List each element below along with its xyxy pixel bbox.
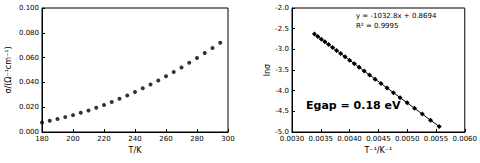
svg-text:R² = 0.9995: R² = 0.9995 (356, 22, 398, 30)
svg-text:0.0055: 0.0055 (424, 135, 449, 143)
svg-text:0.080: 0.080 (19, 29, 39, 37)
svg-text:0.0030: 0.0030 (280, 135, 305, 143)
svg-text:-2.0: -2.0 (275, 4, 289, 12)
svg-text:-4.5: -4.5 (275, 107, 289, 115)
svg-text:200: 200 (66, 135, 79, 143)
svg-text:300: 300 (221, 135, 234, 143)
svg-text:-2.5: -2.5 (275, 25, 289, 33)
svg-text:T/K: T/K (128, 146, 143, 155)
svg-text:0.0060: 0.0060 (453, 135, 478, 143)
svg-text:0.0050: 0.0050 (395, 135, 420, 143)
svg-text:-5.0: -5.0 (275, 128, 289, 136)
svg-text:0.060: 0.060 (19, 54, 39, 62)
svg-text:280: 280 (190, 135, 203, 143)
svg-text:T⁻¹/K⁻¹: T⁻¹/K⁻¹ (364, 146, 393, 155)
svg-text:0.100: 0.100 (19, 4, 39, 12)
svg-text:-3.0: -3.0 (275, 45, 289, 53)
svg-text:lnσ: lnσ (263, 64, 272, 76)
svg-text:σ/(Ω⁻¹cm⁻¹): σ/(Ω⁻¹cm⁻¹) (4, 46, 13, 93)
svg-text:0.0040: 0.0040 (337, 135, 362, 143)
svg-text:0.000: 0.000 (19, 128, 39, 136)
svg-text:0.0035: 0.0035 (309, 135, 334, 143)
svg-text:260: 260 (159, 135, 172, 143)
svg-text:220: 220 (97, 135, 110, 143)
svg-text:-4.0: -4.0 (275, 87, 289, 95)
svg-text:240: 240 (128, 135, 141, 143)
svg-text:0.0045: 0.0045 (366, 135, 391, 143)
svg-text:180: 180 (35, 135, 48, 143)
svg-text:Egap = 0.18 eV: Egap = 0.18 eV (306, 99, 401, 112)
svg-text:0.020: 0.020 (19, 103, 39, 111)
svg-text:0.040: 0.040 (19, 78, 39, 86)
svg-text:y = -1032.8x + 0.8694: y = -1032.8x + 0.8694 (356, 12, 437, 20)
svg-text:-3.5: -3.5 (275, 66, 289, 74)
